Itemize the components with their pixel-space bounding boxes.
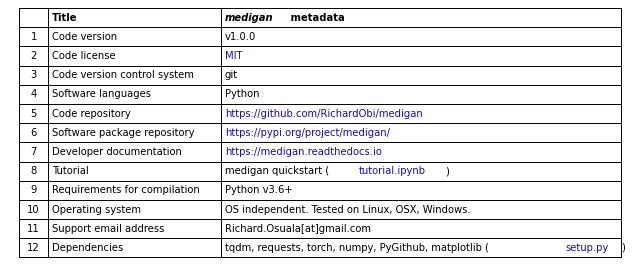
Text: 10: 10 — [28, 205, 40, 215]
Text: 4: 4 — [31, 89, 36, 99]
Text: tutorial.ipynb: tutorial.ipynb — [359, 166, 426, 176]
Text: Requirements for compilation: Requirements for compilation — [52, 185, 200, 195]
Text: Operating system: Operating system — [52, 205, 141, 215]
Text: tqdm, requests, torch, numpy, PyGithub, matplotlib (: tqdm, requests, torch, numpy, PyGithub, … — [225, 243, 488, 253]
Text: Tutorial: Tutorial — [52, 166, 88, 176]
Text: 5: 5 — [31, 109, 36, 119]
Text: 11: 11 — [28, 224, 40, 234]
Text: 6: 6 — [31, 128, 36, 138]
Text: medigan: medigan — [225, 13, 273, 23]
Text: metadata: metadata — [287, 13, 345, 23]
Text: setup.py: setup.py — [565, 243, 609, 253]
Text: 3: 3 — [31, 70, 36, 80]
Text: 12: 12 — [28, 243, 40, 253]
Text: medigan quickstart (: medigan quickstart ( — [225, 166, 329, 176]
Text: git: git — [225, 70, 238, 80]
Text: Software package repository: Software package repository — [52, 128, 195, 138]
Text: 9: 9 — [31, 185, 36, 195]
Text: 7: 7 — [31, 147, 36, 157]
Text: Python v3.6+: Python v3.6+ — [225, 185, 292, 195]
Text: OS independent. Tested on Linux, OSX, Windows.: OS independent. Tested on Linux, OSX, Wi… — [225, 205, 470, 215]
Text: 8: 8 — [31, 166, 36, 176]
Text: Code repository: Code repository — [52, 109, 131, 119]
Text: MIT: MIT — [225, 51, 242, 61]
Text: ): ) — [445, 166, 449, 176]
Text: https://pypi.org/project/medigan/: https://pypi.org/project/medigan/ — [225, 128, 390, 138]
Text: Code version control system: Code version control system — [52, 70, 194, 80]
Text: v1.0.0: v1.0.0 — [225, 32, 256, 42]
Text: Code version: Code version — [52, 32, 117, 42]
Text: https://medigan.readthedocs.io: https://medigan.readthedocs.io — [225, 147, 381, 157]
Text: Developer documentation: Developer documentation — [52, 147, 182, 157]
Text: https://github.com/RichardObi/medigan: https://github.com/RichardObi/medigan — [225, 109, 422, 119]
Text: Title: Title — [52, 13, 77, 23]
Text: Python: Python — [225, 89, 259, 99]
Text: 1: 1 — [31, 32, 36, 42]
Text: Richard.Osuala[at]gmail.com: Richard.Osuala[at]gmail.com — [225, 224, 371, 234]
Text: Software languages: Software languages — [52, 89, 151, 99]
Text: Dependencies: Dependencies — [52, 243, 123, 253]
Text: Code license: Code license — [52, 51, 115, 61]
Text: 2: 2 — [31, 51, 36, 61]
Text: Support email address: Support email address — [52, 224, 164, 234]
Text: ): ) — [621, 243, 625, 253]
